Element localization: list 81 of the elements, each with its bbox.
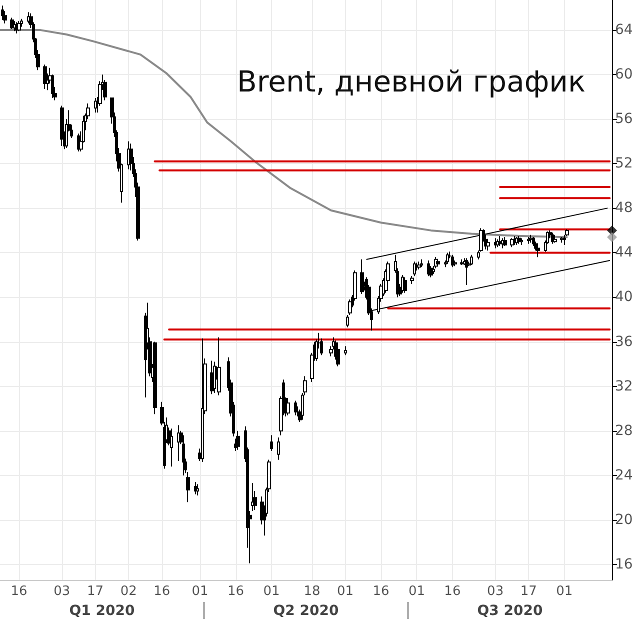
candlestick — [403, 276, 407, 294]
candlestick — [348, 298, 352, 316]
x-tick-label: 03 — [487, 584, 504, 599]
candlestick — [94, 97, 97, 113]
candlestick — [413, 261, 416, 277]
candlestick — [217, 336, 221, 396]
candlestick — [17, 20, 21, 32]
y-tick-label: 32 — [615, 378, 633, 394]
candlestick — [346, 314, 349, 328]
y-tick-label: 24 — [615, 467, 633, 484]
x-tick-label: 01 — [263, 584, 280, 599]
y-tick-label: 56 — [615, 111, 633, 128]
candlestick — [201, 338, 204, 462]
candlestick — [551, 232, 554, 244]
y-tick-label: 52 — [615, 156, 633, 172]
text: Q3 2020 — [477, 603, 543, 619]
candlestick — [496, 238, 499, 248]
text: Q1 2020 — [69, 603, 135, 619]
candlestick — [60, 105, 64, 146]
candlestick — [465, 258, 468, 286]
candlestick — [13, 20, 16, 32]
x-tick-label: 02 — [120, 584, 137, 599]
y-tick-label: 20 — [615, 512, 633, 528]
candlestick — [1, 5, 4, 21]
candlestick — [344, 346, 347, 356]
text: Brent, дневной график — [237, 64, 586, 98]
x-tick-label: 17 — [520, 584, 537, 599]
candlestick — [43, 64, 47, 90]
y-tick-label: 28 — [615, 422, 633, 439]
candlestick — [517, 236, 521, 244]
candlestick — [410, 276, 414, 284]
candlestick — [503, 236, 507, 247]
candlestick — [529, 234, 533, 244]
candlestick — [177, 424, 180, 462]
y-tick-label: 48 — [615, 200, 633, 216]
candlestick — [196, 484, 199, 496]
x-tick-label: 18 — [304, 584, 320, 599]
candlestick — [170, 428, 173, 467]
candlestick — [498, 236, 502, 247]
candlestick — [417, 261, 421, 270]
candlestick — [520, 238, 523, 246]
x-tick-label: 16 — [372, 584, 390, 599]
candlestick — [420, 258, 423, 268]
x-tick-label: 16 — [444, 584, 461, 599]
candlestick — [451, 254, 454, 268]
y-tick-label: 64 — [615, 22, 633, 38]
candlestick — [270, 434, 273, 452]
candlestick — [470, 254, 473, 266]
x-tick-label: 16 — [154, 584, 170, 599]
candlestick — [460, 258, 464, 266]
candlestick — [436, 258, 440, 267]
y-tick-label: 44 — [615, 244, 633, 261]
x-tick-label: 16 — [10, 584, 28, 599]
candlestick — [532, 236, 535, 247]
candlestick — [236, 430, 240, 450]
candlestick — [182, 434, 185, 476]
candlestick — [277, 437, 280, 460]
candlestick — [446, 252, 449, 264]
candlestick — [560, 236, 564, 244]
candlestick — [10, 17, 14, 30]
candlestick — [553, 234, 557, 244]
candlestick — [527, 236, 530, 244]
y-tick-label: 16 — [615, 556, 633, 572]
candlestick — [27, 12, 30, 24]
y-tick-label: 36 — [615, 334, 633, 350]
x-tick-label: 01 — [192, 584, 208, 599]
x-tick-label: 17 — [86, 584, 104, 599]
candlestick — [251, 482, 254, 512]
candlestick — [510, 238, 514, 248]
x-tick-label: 01 — [337, 584, 354, 599]
candlestick — [501, 238, 504, 249]
candlestick — [20, 18, 23, 28]
y-tick-label: 60 — [615, 66, 633, 83]
x-tick-label: 01 — [408, 584, 426, 599]
candlestick — [494, 238, 497, 249]
x-tick-label: 03 — [54, 584, 70, 599]
x-tick-label: 16 — [227, 584, 244, 599]
y-tick-label: 40 — [615, 289, 633, 306]
candlestick — [194, 482, 197, 495]
x-tick-label: 01 — [556, 584, 573, 599]
text: Q2 2020 — [273, 603, 339, 619]
